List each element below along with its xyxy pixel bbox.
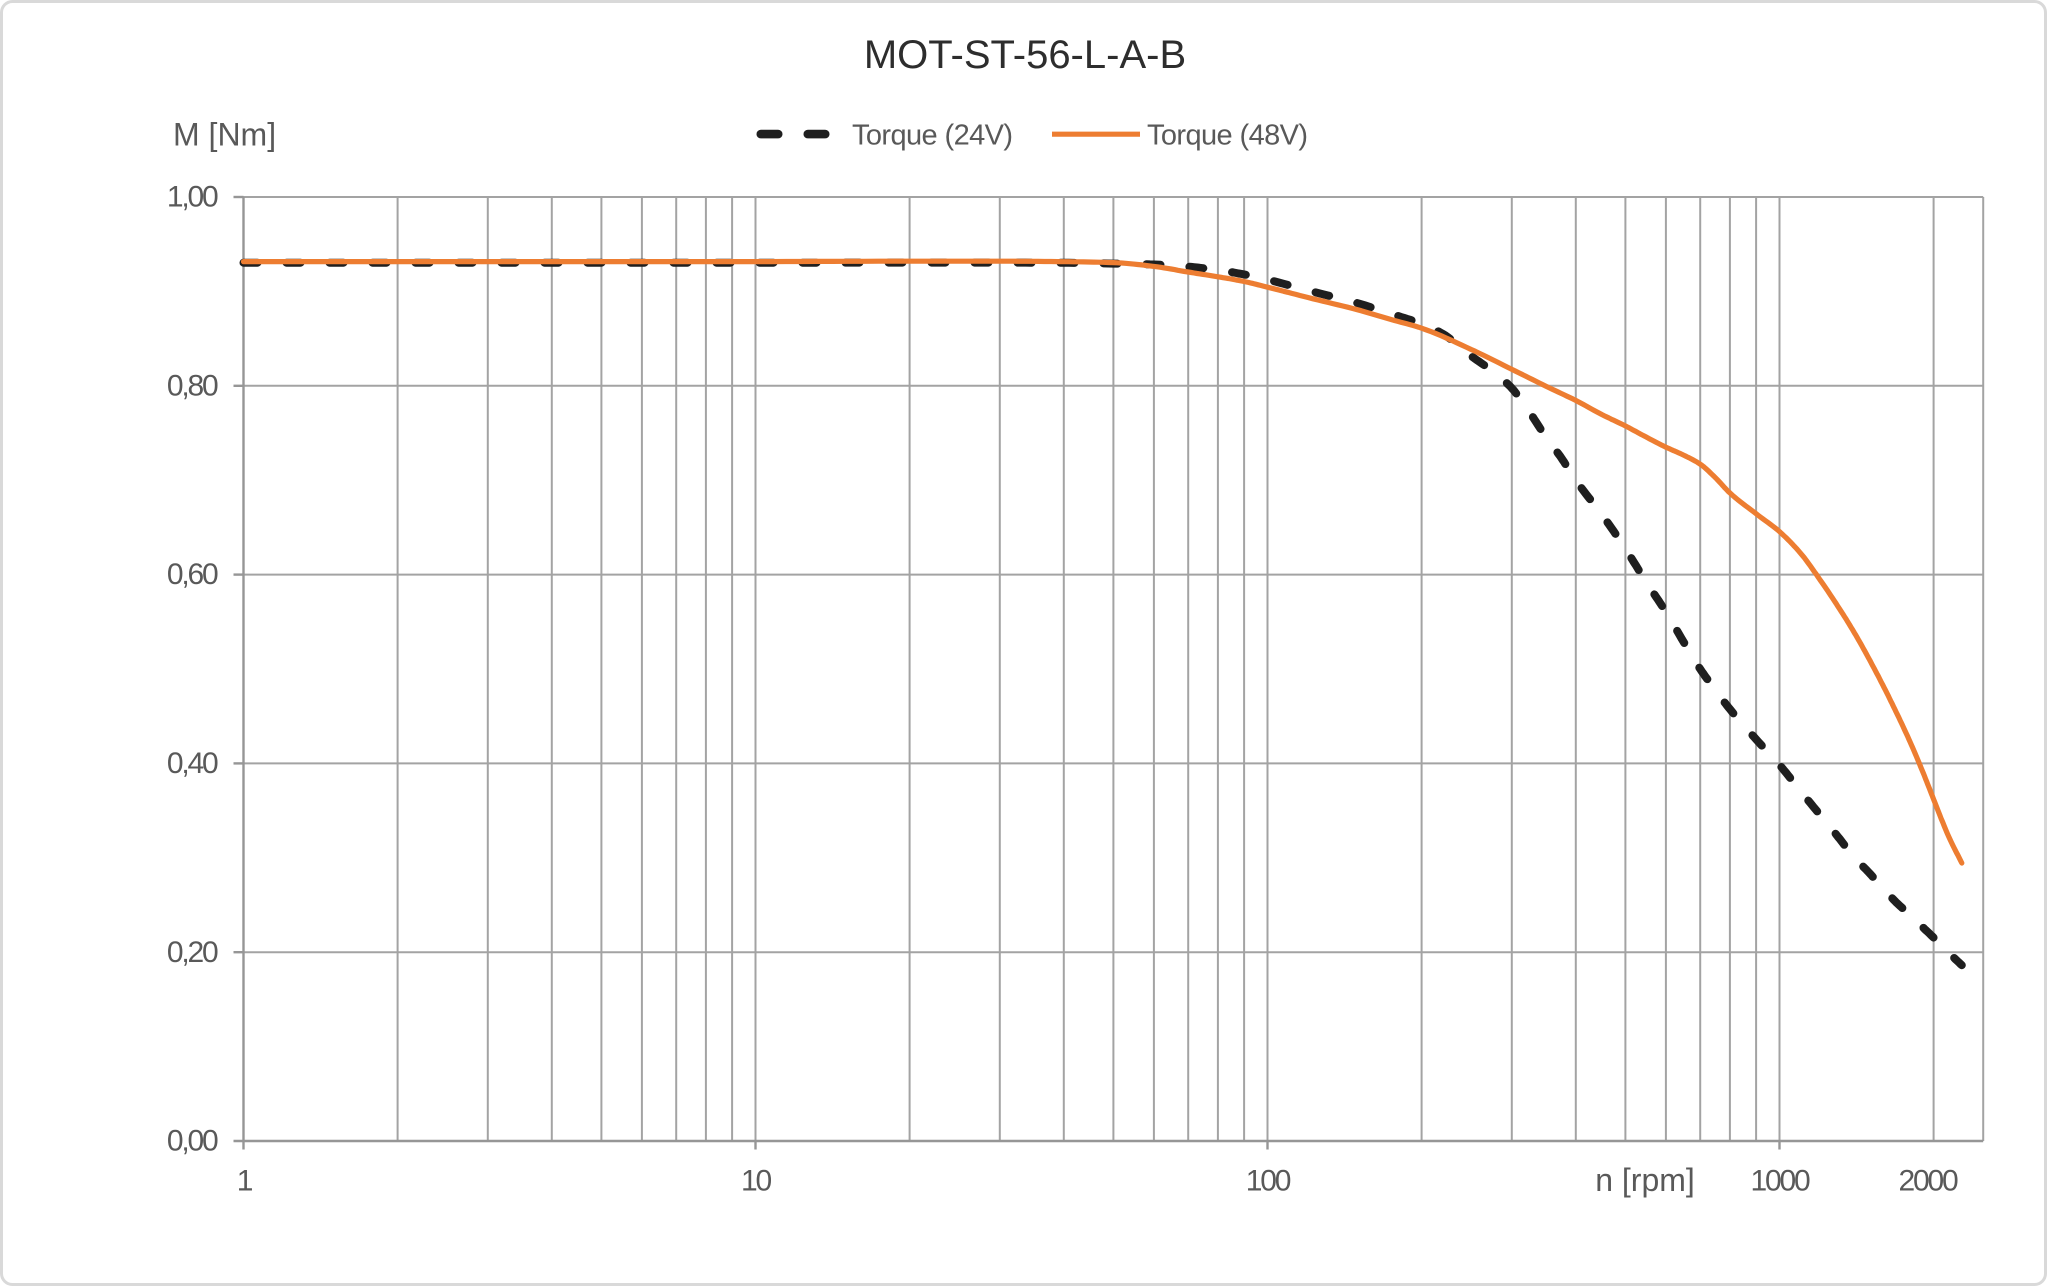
svg-text:1000: 1000 bbox=[1751, 1164, 1810, 1197]
svg-text:100: 100 bbox=[1246, 1164, 1291, 1197]
svg-text:2000: 2000 bbox=[1899, 1164, 1958, 1197]
svg-text:M [Nm]: M [Nm] bbox=[173, 116, 276, 152]
svg-text:1: 1 bbox=[237, 1164, 253, 1197]
svg-text:1,00: 1,00 bbox=[167, 181, 218, 214]
svg-text:0,60: 0,60 bbox=[167, 558, 218, 591]
svg-text:MOT-ST-56-L-A-B: MOT-ST-56-L-A-B bbox=[864, 33, 1186, 77]
svg-text:Torque (24V): Torque (24V) bbox=[852, 120, 1012, 152]
svg-text:n [rpm]: n [rpm] bbox=[1595, 1162, 1695, 1198]
svg-text:10: 10 bbox=[741, 1164, 771, 1197]
svg-text:0,40: 0,40 bbox=[167, 747, 218, 780]
svg-text:0,20: 0,20 bbox=[167, 936, 218, 969]
svg-text:0,80: 0,80 bbox=[167, 369, 218, 402]
svg-text:Torque (48V): Torque (48V) bbox=[1147, 120, 1307, 152]
svg-text:0,00: 0,00 bbox=[167, 1125, 218, 1158]
